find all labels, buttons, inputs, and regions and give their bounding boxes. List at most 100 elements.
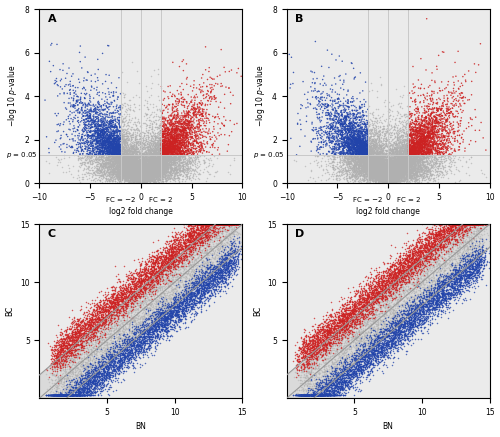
Point bbox=[314, 94, 322, 101]
Point bbox=[207, 226, 215, 233]
Point bbox=[411, 310, 419, 317]
Point bbox=[202, 238, 209, 245]
Point bbox=[101, 316, 109, 323]
Point bbox=[332, 381, 340, 388]
Point bbox=[180, 142, 188, 149]
Point bbox=[388, 159, 396, 166]
Point bbox=[128, 159, 136, 166]
Point bbox=[120, 172, 128, 179]
Point bbox=[72, 391, 80, 398]
Point bbox=[405, 142, 413, 149]
Point bbox=[126, 285, 134, 292]
Point bbox=[128, 168, 136, 175]
Point bbox=[186, 121, 194, 128]
Point bbox=[425, 128, 433, 135]
Point bbox=[169, 141, 177, 148]
Point bbox=[413, 156, 421, 163]
Point bbox=[136, 169, 144, 176]
Point bbox=[424, 295, 432, 302]
Point bbox=[434, 243, 442, 250]
Point bbox=[340, 124, 348, 131]
Point bbox=[125, 162, 133, 169]
Point bbox=[360, 175, 368, 182]
Point bbox=[106, 303, 114, 310]
Point bbox=[302, 113, 310, 120]
Point bbox=[221, 253, 229, 260]
Point bbox=[352, 142, 360, 149]
Point bbox=[130, 162, 138, 169]
Point bbox=[152, 162, 160, 169]
Point bbox=[143, 170, 151, 177]
Point bbox=[148, 159, 156, 166]
Point bbox=[378, 175, 386, 182]
Point bbox=[406, 120, 414, 127]
Point bbox=[388, 170, 396, 177]
Point bbox=[435, 260, 443, 267]
Point bbox=[212, 266, 220, 273]
Point bbox=[360, 355, 368, 362]
Point bbox=[161, 162, 169, 169]
Point bbox=[450, 281, 458, 288]
Point bbox=[68, 333, 76, 340]
Point bbox=[315, 336, 323, 343]
Point bbox=[301, 386, 309, 393]
Point bbox=[74, 123, 82, 130]
Point bbox=[426, 153, 434, 160]
Point bbox=[130, 168, 138, 175]
Point bbox=[384, 174, 392, 181]
Point bbox=[310, 376, 318, 383]
Point bbox=[109, 168, 117, 175]
Point bbox=[102, 376, 110, 383]
Point bbox=[108, 356, 116, 363]
Point bbox=[142, 170, 150, 177]
Point bbox=[78, 384, 86, 391]
Point bbox=[189, 280, 197, 287]
Point bbox=[364, 358, 372, 365]
Point bbox=[318, 356, 326, 363]
Point bbox=[98, 380, 106, 387]
Point bbox=[384, 276, 392, 283]
Point bbox=[347, 173, 355, 180]
Point bbox=[74, 365, 82, 372]
Point bbox=[119, 165, 127, 172]
Point bbox=[144, 169, 152, 176]
Point bbox=[367, 145, 375, 152]
Point bbox=[415, 294, 423, 301]
Point bbox=[195, 256, 203, 263]
Point bbox=[388, 170, 396, 177]
Point bbox=[73, 326, 81, 333]
Point bbox=[366, 157, 374, 164]
Point bbox=[104, 128, 112, 135]
Point bbox=[380, 165, 388, 172]
Point bbox=[413, 158, 421, 165]
Point bbox=[130, 165, 138, 172]
Point bbox=[370, 164, 378, 171]
Point bbox=[344, 378, 352, 385]
Point bbox=[458, 243, 466, 250]
Point bbox=[164, 170, 172, 177]
Point bbox=[132, 269, 140, 276]
Point bbox=[222, 271, 230, 278]
Point bbox=[152, 303, 160, 310]
Point bbox=[346, 383, 354, 390]
Point bbox=[164, 257, 172, 264]
Point bbox=[204, 276, 212, 283]
Point bbox=[192, 226, 200, 233]
Point bbox=[374, 106, 382, 113]
Point bbox=[352, 301, 360, 308]
Point bbox=[48, 371, 56, 378]
Point bbox=[199, 92, 207, 99]
Point bbox=[404, 171, 412, 178]
Point bbox=[184, 165, 192, 172]
Point bbox=[388, 178, 396, 185]
Point bbox=[120, 91, 128, 98]
Point bbox=[159, 310, 167, 317]
Point bbox=[413, 260, 421, 267]
Point bbox=[342, 357, 349, 364]
Point bbox=[403, 322, 411, 329]
Point bbox=[135, 270, 143, 277]
Point bbox=[370, 173, 378, 180]
Point bbox=[326, 391, 334, 398]
Point bbox=[176, 297, 184, 304]
Point bbox=[200, 235, 207, 242]
